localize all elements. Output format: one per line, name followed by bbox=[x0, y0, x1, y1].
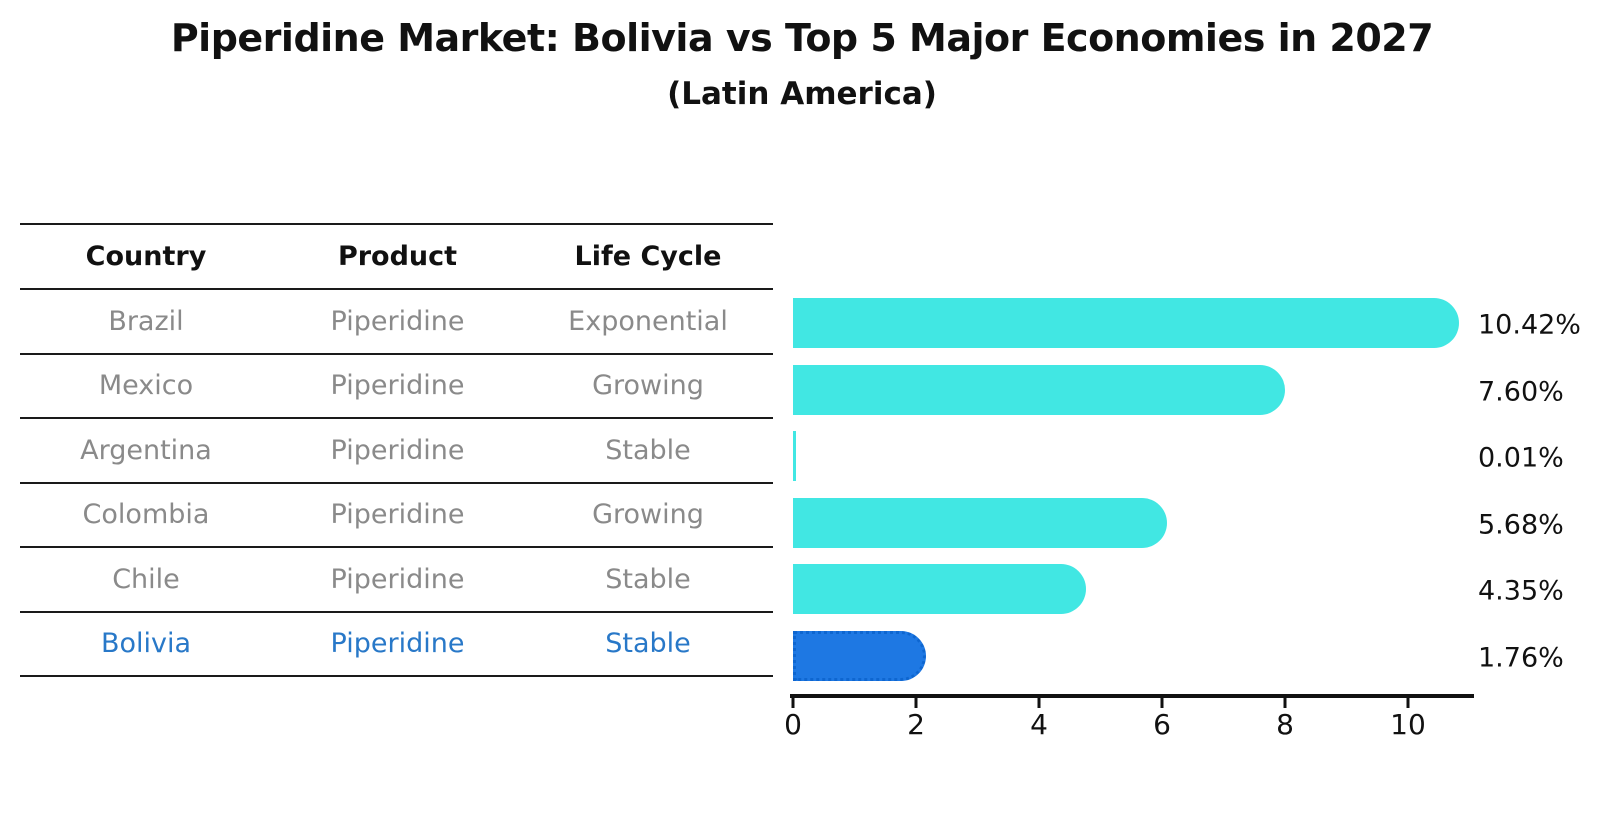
x-tick-mark-0 bbox=[791, 698, 795, 708]
x-tick-label-8: 8 bbox=[1276, 708, 1294, 741]
bar-bolivia bbox=[793, 630, 927, 681]
table-row-chile: Chile Piperidine Stable bbox=[20, 548, 773, 613]
x-tick-label-6: 6 bbox=[1153, 708, 1171, 741]
cell-country: Mexico bbox=[98, 370, 194, 402]
x-tick-label-10: 10 bbox=[1390, 708, 1426, 741]
cell-life-cycle: Stable bbox=[605, 434, 691, 466]
table-row-argentina: Argentina Piperidine Stable bbox=[20, 419, 773, 484]
cell-product: Piperidine bbox=[330, 499, 465, 531]
cell-country: Colombia bbox=[82, 499, 210, 531]
table-header-product: Product bbox=[337, 241, 458, 272]
cell-life-cycle: Growing bbox=[592, 499, 704, 531]
x-tick-label-4: 4 bbox=[1030, 708, 1048, 741]
bar-chile bbox=[793, 564, 1086, 614]
x-tick-mark-4 bbox=[1037, 698, 1041, 708]
cell-product: Piperidine bbox=[330, 563, 465, 595]
cell-life-cycle: Exponential bbox=[568, 305, 728, 337]
bar-colombia bbox=[793, 497, 1168, 548]
cell-life-cycle: Stable bbox=[605, 628, 691, 660]
table-row-mexico: Mexico Piperidine Growing bbox=[20, 355, 773, 419]
bar-brazil bbox=[793, 298, 1459, 348]
x-tick-mark-2 bbox=[914, 698, 918, 708]
bar-mexico bbox=[793, 364, 1286, 415]
cell-product: Piperidine bbox=[330, 370, 465, 402]
chart-title: Piperidine Market: Bolivia vs Top 5 Majo… bbox=[170, 16, 1434, 60]
table-row-colombia: Colombia Piperidine Growing bbox=[20, 484, 773, 548]
bar-argentina bbox=[793, 431, 796, 481]
table-row-brazil: Brazil Piperidine Exponential bbox=[20, 290, 773, 355]
value-label-colombia: 5.68% bbox=[1478, 509, 1564, 540]
cell-country: Chile bbox=[112, 563, 180, 595]
cell-country: Brazil bbox=[108, 305, 184, 337]
x-axis-line bbox=[790, 694, 1474, 698]
x-tick-mark-10 bbox=[1406, 698, 1410, 708]
cell-country: Argentina bbox=[80, 434, 212, 466]
cell-life-cycle: Stable bbox=[605, 563, 691, 595]
cell-life-cycle: Growing bbox=[592, 370, 704, 402]
value-label-mexico: 7.60% bbox=[1478, 376, 1564, 407]
x-tick-mark-8 bbox=[1283, 698, 1287, 708]
cell-product: Piperidine bbox=[330, 434, 465, 466]
table-header-country: Country bbox=[85, 241, 207, 272]
value-label-chile: 4.35% bbox=[1478, 575, 1564, 607]
value-label-bolivia: 1.76% bbox=[1478, 642, 1564, 673]
table-header-row: Country Product Life Cycle bbox=[20, 225, 773, 290]
x-tick-label-2: 2 bbox=[907, 708, 925, 741]
value-label-brazil: 10.42% bbox=[1478, 309, 1581, 341]
value-label-argentina: 0.01% bbox=[1478, 442, 1564, 474]
x-tick-label-0: 0 bbox=[784, 708, 802, 741]
table-header-life-cycle: Life Cycle bbox=[574, 241, 722, 272]
table-row-bolivia: Bolivia Piperidine Stable bbox=[20, 613, 773, 677]
cell-product: Piperidine bbox=[330, 305, 465, 337]
x-tick-mark-6 bbox=[1160, 698, 1164, 708]
cell-product: Piperidine bbox=[330, 628, 465, 660]
chart-subtitle: (Latin America) bbox=[667, 76, 937, 112]
country-table: Country Product Life Cycle Brazil Piperid… bbox=[20, 223, 773, 677]
cell-country: Bolivia bbox=[100, 628, 192, 660]
